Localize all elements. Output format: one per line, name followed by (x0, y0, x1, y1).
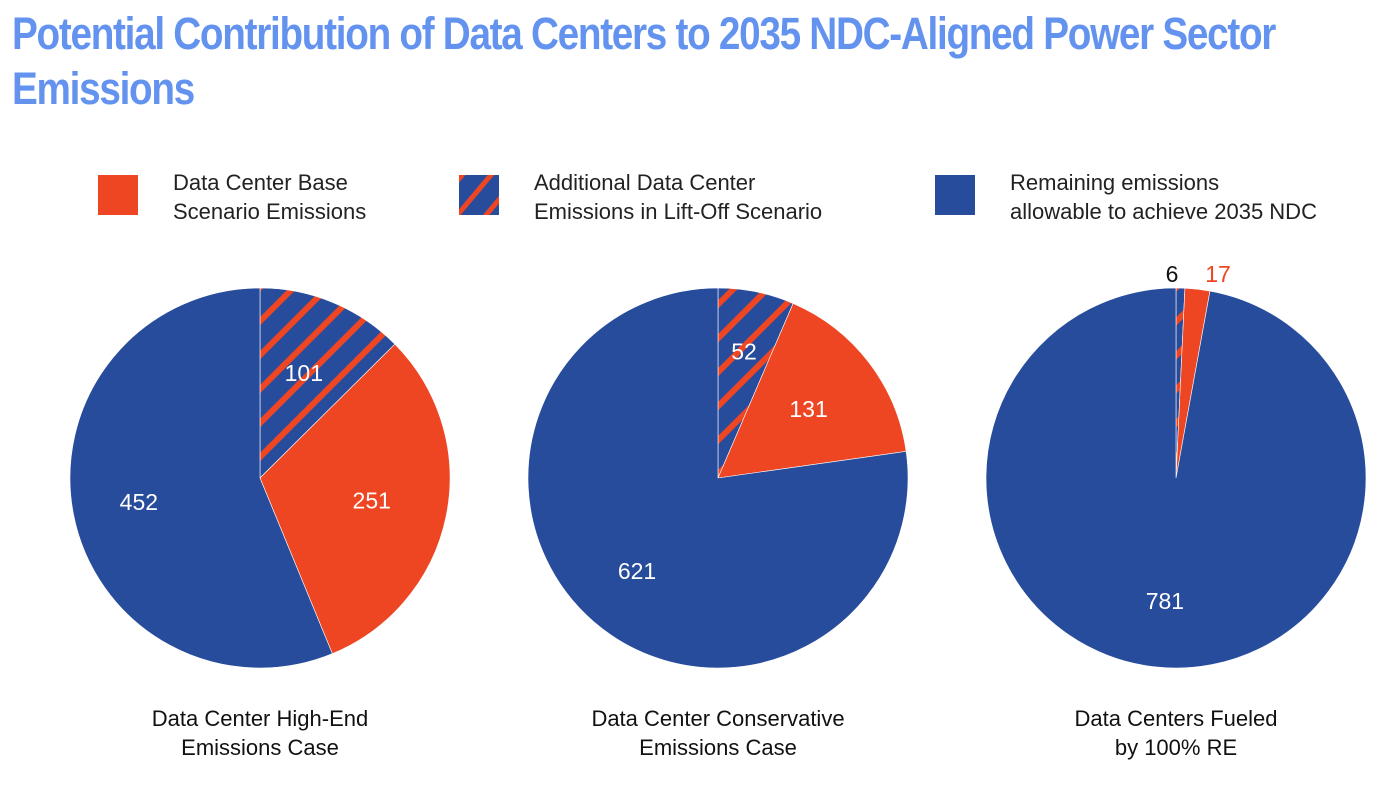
caption-conservative-line-1: Data Center Conservative (591, 706, 845, 731)
caption-conservative: Data Center Conservative Emissions Case (518, 704, 918, 762)
pie-label-liftoff: 6 (1166, 261, 1179, 287)
caption-high-end: Data Center High-End Emissions Case (60, 704, 460, 762)
legend-label-remaining-line-1: Remaining emissions (1010, 170, 1220, 195)
pie-label-remaining: 621 (618, 558, 656, 584)
caption-high-end-line-1: Data Center High-End (151, 706, 369, 731)
pie-label-liftoff: 52 (731, 338, 757, 364)
pie-chart-conservative: 52 131 621 (527, 287, 909, 669)
pie-chart-100-re: 6 17 781 (985, 261, 1367, 669)
chart-title-line-1: Potential Contribution of Data Centers t… (12, 8, 1276, 59)
legend-label-base-line-2: Scenario Emissions (173, 199, 367, 224)
legend-item-base: Data Center Base Scenario Emissions (98, 168, 366, 226)
pie-slice-liftoff (259, 287, 396, 479)
legend-label-liftoff-line-1: Additional Data Center (534, 170, 756, 195)
legend-label-liftoff-line-2: Emissions in Lift-Off Scenario (534, 199, 823, 224)
caption-conservative-line-2: Emissions Case (639, 735, 797, 760)
pie-label-liftoff: 101 (285, 360, 323, 386)
chart-title: Potential Contribution of Data Centers t… (12, 6, 1276, 116)
caption-100-re: Data Centers Fueled by 100% RE (976, 704, 1376, 762)
caption-100-re-line-1: Data Centers Fueled (1074, 706, 1278, 731)
legend-swatch-liftoff (459, 175, 499, 215)
pie-label-remaining: 452 (120, 489, 158, 515)
pie-chart-high-end: 101 251 452 (69, 287, 451, 669)
legend-item-liftoff: Additional Data Center Emissions in Lift… (459, 168, 822, 226)
pie-slice-remaining (985, 287, 1367, 669)
caption-high-end-line-2: Emissions Case (181, 735, 339, 760)
legend-label-remaining-line-2: allowable to achieve 2035 NDC (1010, 199, 1317, 224)
legend-label-liftoff: Additional Data Center Emissions in Lift… (534, 168, 822, 226)
legend-swatch-base (98, 175, 138, 215)
caption-100-re-line-2: by 100% RE (1114, 735, 1238, 760)
pie-label-base: 17 (1205, 261, 1231, 287)
pie-slice-base (259, 343, 451, 655)
pie-label-base: 131 (789, 396, 827, 422)
legend-label-remaining: Remaining emissions allowable to achieve… (1010, 168, 1317, 226)
chart-title-line-2: Emissions (12, 63, 195, 114)
pie-slice-remaining (527, 287, 909, 669)
pie-slice-base (717, 303, 907, 479)
pie-label-remaining: 781 (1146, 588, 1184, 614)
pie-label-base: 251 (353, 488, 391, 514)
legend-label-base: Data Center Base Scenario Emissions (173, 168, 366, 226)
legend-item-remaining: Remaining emissions allowable to achieve… (935, 168, 1317, 226)
legend-label-base-line-1: Data Center Base (173, 170, 348, 195)
legend-swatch-remaining (935, 175, 975, 215)
pie-slice-remaining (69, 287, 333, 669)
